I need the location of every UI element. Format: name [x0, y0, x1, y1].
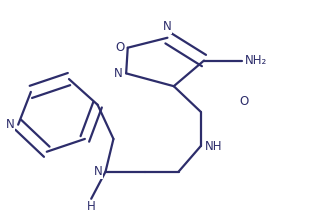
Text: N: N: [163, 20, 172, 33]
Text: H: H: [87, 200, 96, 213]
Text: N: N: [93, 165, 102, 178]
Text: N: N: [6, 118, 14, 131]
Text: N: N: [114, 67, 123, 80]
Text: NH₂: NH₂: [245, 54, 268, 67]
Text: NH: NH: [204, 140, 222, 153]
Text: O: O: [115, 41, 124, 54]
Text: O: O: [239, 95, 248, 108]
